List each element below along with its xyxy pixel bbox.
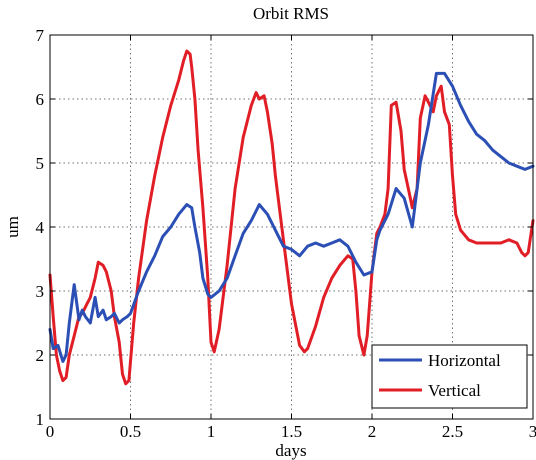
legend: Horizontal Vertical — [371, 344, 528, 409]
series-line-vertical — [48, 49, 535, 386]
chart-title: Orbit RMS — [253, 4, 329, 23]
x-tick-label: 1 — [207, 422, 216, 441]
x-axis-label: days — [275, 441, 306, 460]
y-tick-label: 5 — [36, 154, 45, 173]
x-tick-labels: 0 0.5 1 1.5 2 2.5 3 — [46, 422, 536, 441]
y-tick-labels: 1 2 3 4 5 6 7 — [36, 26, 45, 429]
y-tick-label: 6 — [36, 90, 45, 109]
x-tick-label: 0.5 — [120, 422, 141, 441]
y-tick-label: 7 — [36, 26, 45, 45]
y-tick-label: 4 — [36, 218, 45, 237]
x-tick-label: 2.5 — [442, 422, 463, 441]
y-tick-label: 3 — [36, 282, 45, 301]
series-line-horizontal — [48, 71, 535, 363]
y-axis-label: um — [3, 216, 22, 238]
series-layer — [48, 49, 535, 386]
legend-label-horizontal: Horizontal — [428, 351, 501, 370]
x-tick-label: 1.5 — [281, 422, 302, 441]
axis-ticks — [49, 34, 534, 420]
legend-box — [371, 344, 528, 409]
y-tick-label: 2 — [36, 346, 45, 365]
x-tick-label: 0 — [46, 422, 55, 441]
x-tick-label: 2 — [368, 422, 377, 441]
legend-label-vertical: Vertical — [428, 381, 481, 400]
x-tick-label: 3 — [529, 422, 536, 441]
y-tick-label: 1 — [36, 410, 45, 429]
